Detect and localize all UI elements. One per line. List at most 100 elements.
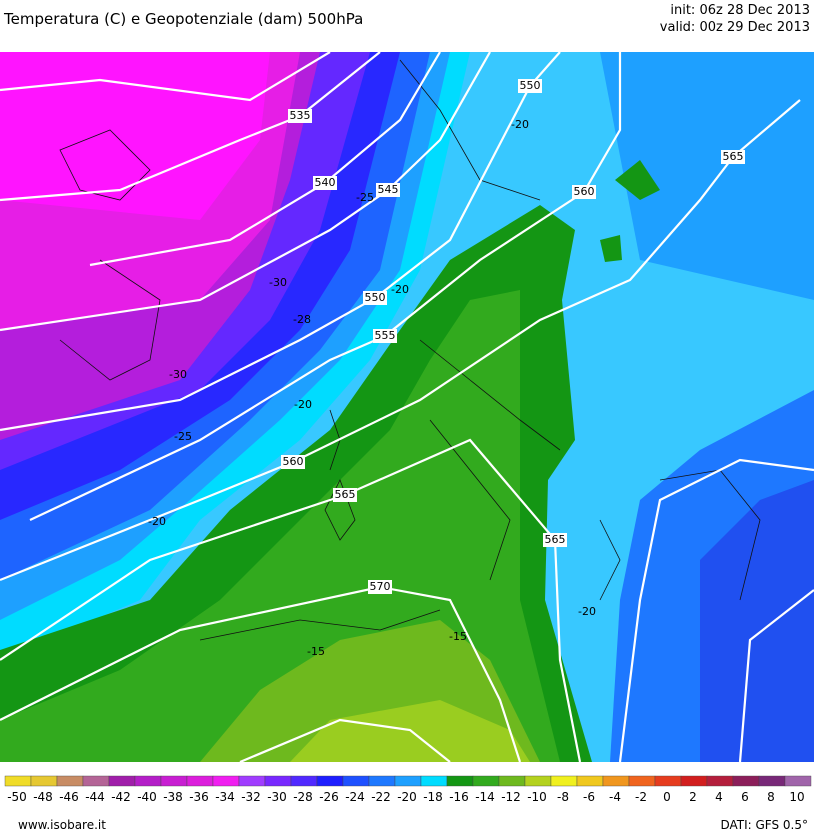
colorbar-label: -34 (215, 790, 235, 804)
colorbar-swatch (680, 775, 708, 787)
colorbar-label: -36 (189, 790, 209, 804)
colorbar-swatch (56, 775, 84, 787)
colorbar-label: -32 (241, 790, 261, 804)
isohypse (29, 52, 622, 521)
data-source: DATI: GFS 0.5° (720, 818, 808, 831)
contour-label: -20 (578, 605, 596, 618)
valid-time: valid: 00z 29 Dec 2013 (660, 20, 810, 35)
label-box (376, 183, 400, 197)
colorbar-swatch (758, 775, 786, 787)
map: 535 540 545 550 560 565 550 555 560 565 570 565 -20 -… (0, 52, 814, 762)
colorbar-swatch (420, 775, 448, 787)
label-box (333, 488, 357, 502)
contour-label: 565 (723, 150, 744, 163)
colorbar-label: -40 (137, 790, 157, 804)
colorbar: -50 -48 -46 -44 -42 -40 -38 -36 -34 -32 -30 -28 -26-… (4, 775, 812, 804)
label-box (363, 291, 387, 305)
colorbar-label: -16 (449, 790, 469, 804)
label-box (313, 176, 337, 190)
contour-label: -20 (391, 283, 409, 296)
colorbar-label: 6 (741, 790, 749, 804)
label-box (281, 455, 305, 469)
temp-region (560, 52, 814, 300)
colorbar-swatch (4, 775, 32, 787)
contour-label: -15 (307, 645, 325, 658)
colorbar-swatch (654, 775, 682, 787)
colorbar-label: -10 (527, 790, 547, 804)
contour-label: -28 (293, 313, 311, 326)
contour-label: 565 (545, 533, 566, 546)
colorbar-swatch (576, 775, 604, 787)
colorbar-label: 8 (767, 790, 775, 804)
colorbar-swatch (472, 775, 500, 787)
isohypse (0, 52, 331, 102)
colorbar-label: -22 (371, 790, 391, 804)
colorbar-swatch (212, 775, 240, 787)
contour-label: 570 (370, 580, 391, 593)
colorbar-label: -12 (501, 790, 521, 804)
colorbar-label: -50 (7, 790, 27, 804)
isohypse (0, 585, 522, 762)
colorbar-swatch (446, 775, 474, 787)
colorbar-label: 4 (715, 790, 723, 804)
colorbar-swatch (732, 775, 760, 787)
colorbar-label: -2 (635, 790, 647, 804)
colorbar-label: -6 (583, 790, 595, 804)
label-box (572, 185, 596, 199)
temp-region (615, 160, 660, 200)
isohypse (239, 718, 451, 762)
label-box (288, 109, 312, 123)
contour-label: -30 (169, 368, 187, 381)
colorbar-label: -38 (163, 790, 183, 804)
label-box (543, 533, 567, 547)
colorbar-swatch (368, 775, 396, 787)
contour-label: 555 (375, 329, 396, 342)
colorbar-label: -48 (33, 790, 53, 804)
colorbar-label: 2 (689, 790, 697, 804)
colorbar-swatch (316, 775, 344, 787)
isohypse (0, 52, 491, 332)
isohypse (618, 458, 814, 762)
colorbar-swatch (160, 775, 188, 787)
colorbar-swatch (706, 775, 734, 787)
init-time: init: 06z 28 Dec 2013 (670, 3, 810, 18)
contour-label: -30 (269, 276, 287, 289)
contour-label: 540 (315, 176, 336, 189)
colorbar-swatch (238, 775, 266, 787)
colorbar-label: -8 (557, 790, 569, 804)
contour-labels: 535 540 545 550 560 565 550 555 560 565 570 565 -20 -… (148, 79, 745, 658)
colorbar-swatch (290, 775, 318, 787)
colorbar-label: -42 (111, 790, 131, 804)
isohypse (0, 99, 801, 582)
label-box (373, 329, 397, 343)
contour-label: 545 (378, 183, 399, 196)
colorbar-swatch (108, 775, 136, 787)
colorbar-label: -26 (319, 790, 339, 804)
colorbar-label: -28 (293, 790, 313, 804)
label-box (721, 150, 745, 164)
colorbar-label: -20 (397, 790, 417, 804)
colorbar-label: 10 (789, 790, 804, 804)
colorbar-swatch (82, 775, 110, 787)
contour-label: -20 (148, 515, 166, 528)
contour-label: -15 (449, 630, 467, 643)
label-box (368, 580, 392, 594)
contour-label: -25 (356, 191, 374, 204)
colorbar-label: -44 (85, 790, 105, 804)
temp-region (700, 480, 814, 762)
label-box (518, 79, 542, 93)
contour-label: 565 (335, 488, 356, 501)
colorbar-swatch (524, 775, 552, 787)
title: Temperatura (C) e Geopotenziale (dam) 50… (3, 10, 363, 28)
colorbar-label: -4 (609, 790, 621, 804)
contour-label: -25 (174, 430, 192, 443)
colorbar-swatch (602, 775, 630, 787)
colorbar-swatch (498, 775, 526, 787)
colorbar-swatch (550, 775, 578, 787)
colorbar-label: -46 (59, 790, 79, 804)
colorbar-swatch (394, 775, 422, 787)
colorbar-label: 0 (663, 790, 671, 804)
colorbar-swatch (784, 775, 812, 787)
colorbar-label: -18 (423, 790, 443, 804)
